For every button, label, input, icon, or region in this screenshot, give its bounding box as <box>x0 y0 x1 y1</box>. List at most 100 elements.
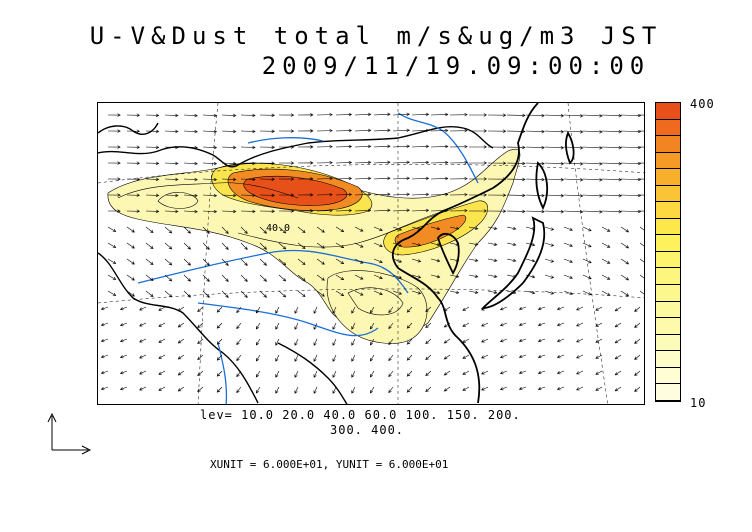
wind-arrow <box>411 226 422 231</box>
wind-arrow <box>620 242 630 249</box>
wind-arrow <box>354 128 372 133</box>
wind-arrow <box>481 306 489 311</box>
wind-arrow <box>259 209 276 213</box>
country-border <box>98 252 259 404</box>
wind-arrow <box>158 338 166 343</box>
wind-arrow <box>449 226 460 231</box>
wind-arrow <box>351 322 356 330</box>
wind-arrow <box>411 258 422 263</box>
wind-arrow <box>449 193 468 197</box>
wind-arrow <box>294 386 299 394</box>
wind-arrow <box>563 274 573 279</box>
wind-arrow <box>183 226 191 234</box>
wind-arrow <box>119 354 128 359</box>
wind-arrow <box>582 242 592 248</box>
wind-arrow <box>177 306 185 312</box>
wind-arrow <box>255 306 261 314</box>
wind-arrow <box>145 258 154 265</box>
wind-arrow <box>525 193 545 198</box>
wind-arrow <box>145 129 160 134</box>
wind-arrow <box>216 306 223 313</box>
color-scale-bar <box>655 102 681 402</box>
wind-arrow <box>126 177 141 181</box>
wind-arrow <box>544 226 555 231</box>
wind-arrow <box>518 370 527 375</box>
wind-arrow <box>487 193 507 197</box>
wind-arrow <box>563 210 584 214</box>
wind-arrow <box>240 177 256 182</box>
country-border <box>98 125 494 168</box>
wind-arrow <box>354 290 364 296</box>
wind-arrow <box>506 113 526 118</box>
wind-arrow <box>278 226 287 234</box>
colorbar-segment <box>656 351 680 368</box>
wind-arrow <box>221 161 237 166</box>
wind-arrow <box>556 370 565 375</box>
wind-arrow <box>634 386 641 392</box>
wind-arrow <box>499 354 508 359</box>
wind-arrow <box>411 144 430 149</box>
wind-arrow <box>620 129 642 134</box>
map-title-line2: 2009/11/19.09:00:00 <box>261 52 651 80</box>
wind-arrow <box>563 242 573 247</box>
wind-arrow <box>411 128 430 133</box>
wind-arrow <box>278 161 295 165</box>
wind-arrow <box>595 370 603 375</box>
colorbar-min-label: 10 <box>690 396 707 410</box>
wind-arrow <box>119 386 128 391</box>
wind-arrow <box>430 242 441 247</box>
wind-arrow <box>373 274 383 280</box>
wind-arrow <box>639 130 644 132</box>
wind-arrow <box>620 290 630 297</box>
wind-arrow <box>518 338 527 343</box>
wind-arrow <box>236 338 242 346</box>
wind-arrow <box>563 290 573 295</box>
wind-arrow <box>177 322 185 328</box>
wind-arrow <box>430 290 441 295</box>
wind-arrow <box>620 145 642 150</box>
wind-arrow <box>370 338 375 346</box>
wind-arrow <box>164 129 179 134</box>
wind-arrow <box>278 129 295 133</box>
wind-arrow <box>236 322 242 330</box>
wind-arrow <box>183 258 191 266</box>
wind-arrow <box>582 194 603 198</box>
wind-arrow <box>354 242 364 248</box>
wind-arrow <box>236 370 242 378</box>
wind-arrow <box>468 161 488 165</box>
wind-arrow <box>449 129 468 133</box>
wind-arrow <box>107 242 117 248</box>
wind-arrow <box>216 322 223 329</box>
wind-arrow <box>388 386 394 394</box>
wind-arrow <box>425 370 432 377</box>
wind-arrow <box>316 160 333 165</box>
wind-arrow <box>278 290 287 298</box>
wind-arrow <box>595 306 603 311</box>
wind-arrow <box>449 209 468 213</box>
wind-arrow <box>335 112 353 117</box>
wind-arrow <box>332 306 337 314</box>
wind-arrow <box>164 193 179 198</box>
wind-arrow <box>158 322 166 327</box>
wind-arrow <box>639 242 644 247</box>
river <box>397 112 479 184</box>
wind-arrow <box>351 306 356 314</box>
wind-arrow <box>601 242 611 248</box>
wind-arrow <box>216 386 223 393</box>
country-border <box>277 342 348 404</box>
wind-arrow <box>614 354 622 360</box>
wind-arrow <box>411 242 422 247</box>
wind-arrow <box>107 145 121 149</box>
wind-arrow <box>481 386 489 391</box>
wind-arrow <box>449 290 460 295</box>
wind-arrow <box>601 290 611 296</box>
wind-arrow <box>177 386 185 392</box>
wind-arrow <box>411 208 430 213</box>
wind-arrow <box>406 338 413 345</box>
river <box>247 137 324 144</box>
dust-map-panel: 40.0 <box>97 102 645 405</box>
wind-arrow <box>462 386 470 391</box>
wind-arrow <box>370 306 375 314</box>
wind-arrow <box>576 322 584 327</box>
wind-arrow <box>335 274 345 281</box>
